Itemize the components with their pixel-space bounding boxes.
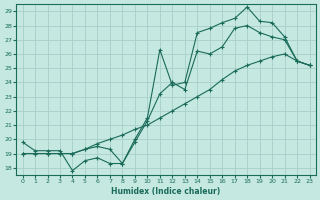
- X-axis label: Humidex (Indice chaleur): Humidex (Indice chaleur): [111, 187, 221, 196]
